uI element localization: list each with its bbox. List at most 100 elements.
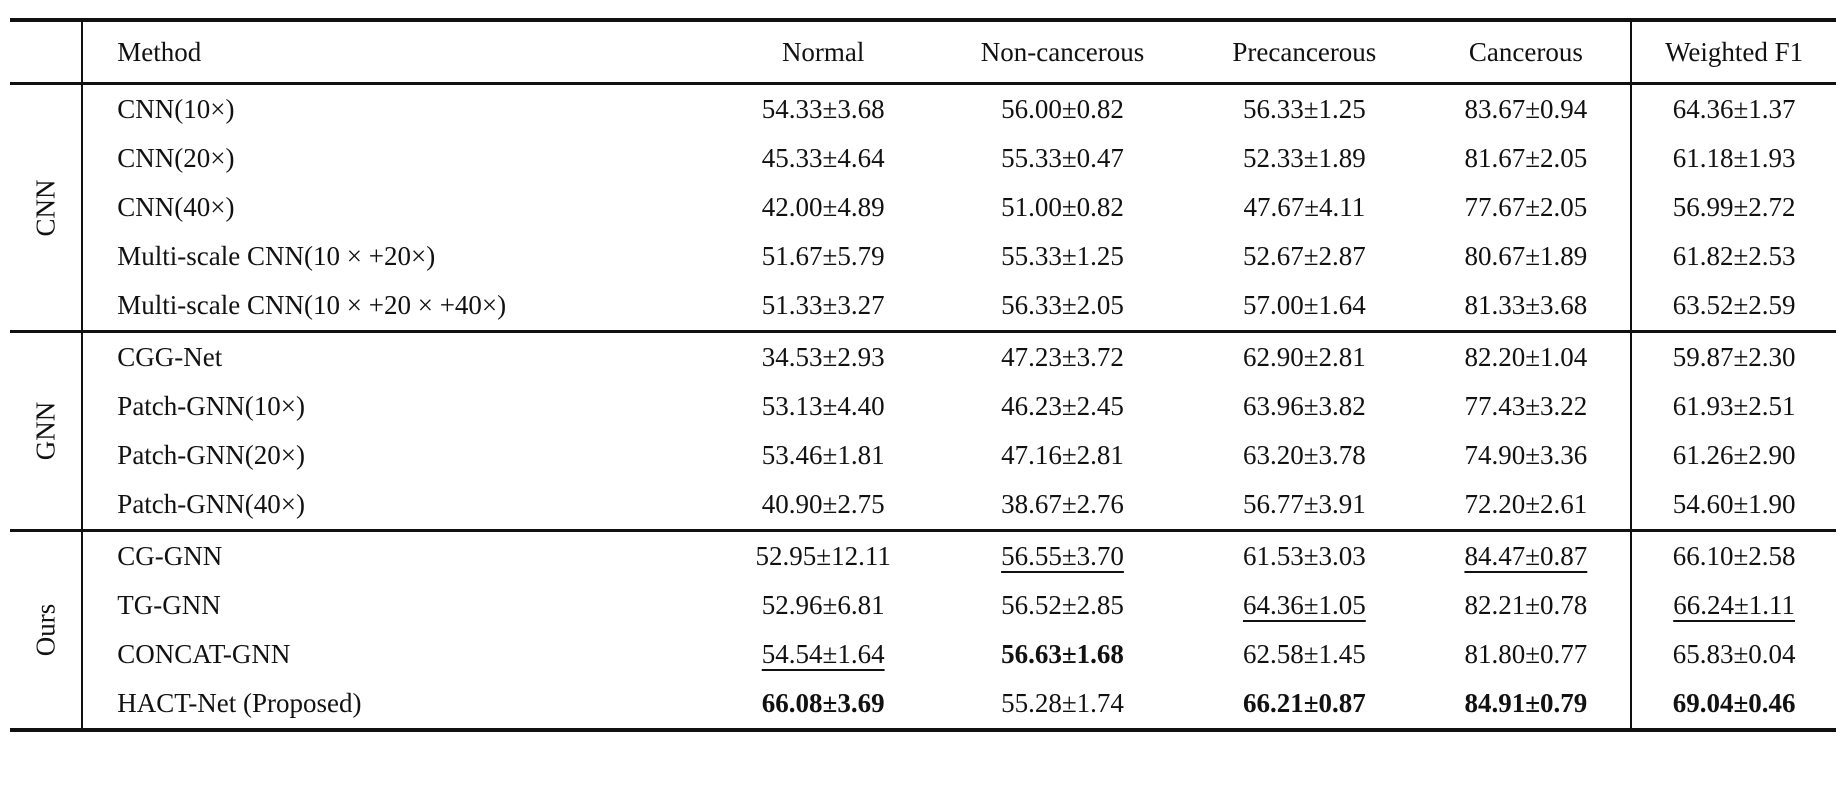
value-cell-non-cancerous: 56.63±1.68	[938, 630, 1188, 679]
value-text: 61.82±2.53	[1672, 241, 1796, 271]
value-cell-weighted-f1: 63.52±2.59	[1630, 281, 1836, 332]
value-cell-non-cancerous: 46.23±2.45	[938, 382, 1188, 431]
value-cell-normal: 42.00±4.89	[709, 183, 938, 232]
method-cell: CNN(20×)	[81, 134, 709, 183]
group-label: Ours	[30, 603, 61, 657]
value-text: 59.87±2.30	[1672, 342, 1796, 372]
group-label-cell: CNN	[10, 84, 82, 332]
value-text: 77.43±3.22	[1464, 391, 1588, 421]
group-label-cell: GNN	[10, 332, 82, 531]
value-text: 64.36±1.37	[1672, 94, 1796, 124]
value-cell-non-cancerous: 56.33±2.05	[938, 281, 1188, 332]
value-text: 80.67±1.89	[1464, 241, 1588, 271]
value-text: 77.67±2.05	[1464, 192, 1588, 222]
value-text: 63.20±3.78	[1242, 440, 1366, 470]
value-cell-non-cancerous: 56.55±3.70	[938, 531, 1188, 582]
value-text: 45.33±4.64	[761, 143, 885, 173]
header-non-cancerous: Non-cancerous	[980, 36, 1145, 67]
value-cell-weighted-f1: 61.26±2.90	[1630, 431, 1836, 480]
value-cell-precancerous: 63.96±3.82	[1187, 382, 1421, 431]
value-text: 65.83±0.04	[1672, 639, 1796, 669]
value-text: 47.67±4.11	[1243, 192, 1366, 222]
value-text: 52.67±2.87	[1242, 241, 1366, 271]
value-text: 47.23±3.72	[1001, 342, 1124, 372]
value-text: 56.33±1.25	[1242, 94, 1366, 124]
value-cell-weighted-f1: 61.82±2.53	[1630, 232, 1836, 281]
value-cell-normal: 54.54±1.64	[709, 630, 938, 679]
value-text: 40.90±2.75	[761, 489, 885, 519]
value-cell-cancerous: 77.67±2.05	[1421, 183, 1631, 232]
value-cell-precancerous: 64.36±1.05	[1187, 581, 1421, 630]
value-cell-precancerous: 52.67±2.87	[1187, 232, 1421, 281]
value-cell-cancerous: 84.47±0.87	[1421, 531, 1631, 582]
value-text: 56.52±2.85	[1001, 590, 1124, 620]
value-cell-precancerous: 63.20±3.78	[1187, 431, 1421, 480]
value-text: 46.23±2.45	[1001, 391, 1124, 421]
value-text: 66.10±2.58	[1672, 541, 1796, 571]
value-text: 61.53±3.03	[1242, 541, 1366, 571]
value-text: 54.54±1.64	[761, 639, 885, 669]
method-cell: CGG-Net	[81, 331, 709, 382]
value-text: 56.55±3.70	[1001, 541, 1124, 571]
value-cell-weighted-f1: 61.18±1.93	[1630, 134, 1836, 183]
value-text: 56.77±3.91	[1242, 489, 1366, 519]
table-row: Patch-GNN(40×) 40.90±2.75 38.67±2.76 56.77±…	[10, 480, 1836, 531]
value-cell-cancerous: 72.20±2.61	[1421, 480, 1631, 531]
method-cell: Multi-scale CNN(10 × +20×)	[81, 232, 709, 281]
value-cell-precancerous: 56.33±1.25	[1187, 84, 1421, 135]
value-text: 53.46±1.81	[761, 440, 885, 470]
table-row: Ours CG-GNN 52.95±12.11 56.55±3.70 61.53±3.0…	[10, 530, 1836, 656]
value-text: 81.33±3.68	[1464, 290, 1588, 320]
method-cell: CG-GNN	[81, 530, 709, 581]
value-cell-normal: 54.33±3.68	[709, 84, 938, 135]
value-text: 42.00±4.89	[761, 192, 885, 222]
value-cell-cancerous: 81.80±0.77	[1421, 630, 1631, 679]
value-cell-cancerous: 80.67±1.89	[1421, 232, 1631, 281]
value-text: 61.18±1.93	[1672, 143, 1796, 173]
method-cell: HACT-Net (Proposed)	[81, 679, 709, 730]
value-cell-non-cancerous: 47.23±3.72	[938, 332, 1188, 383]
value-cell-normal: 53.46±1.81	[709, 431, 938, 480]
group-label-cell: Ours	[10, 531, 82, 731]
value-text: 55.33±0.47	[1001, 143, 1124, 173]
header-cancerous: Cancerous	[1468, 36, 1583, 67]
value-text: 51.33±3.27	[761, 290, 885, 320]
value-cell-non-cancerous: 56.00±0.82	[938, 84, 1188, 135]
header-method: Method	[81, 20, 709, 84]
value-cell-non-cancerous: 38.67±2.76	[938, 480, 1188, 531]
value-text: 56.99±2.72	[1672, 192, 1796, 222]
table-row: Multi-scale CNN(10 × +20×) 51.67±5.79 55.3…	[10, 232, 1836, 281]
value-text: 54.33±3.68	[761, 94, 885, 124]
value-cell-weighted-f1: 61.93±2.51	[1630, 382, 1836, 431]
table-row: CNN CNN(10×) 54.33±3.68 56.00±0.82 56.33±1.2…	[10, 83, 1836, 236]
value-cell-weighted-f1: 65.83±0.04	[1630, 630, 1836, 679]
value-text: 54.60±1.90	[1672, 489, 1796, 519]
value-text: 81.67±2.05	[1464, 143, 1588, 173]
value-text: 52.33±1.89	[1242, 143, 1366, 173]
value-cell-weighted-f1: 54.60±1.90	[1630, 480, 1836, 531]
value-cell-weighted-f1: 56.99±2.72	[1630, 183, 1836, 232]
value-cell-cancerous: 81.33±3.68	[1421, 281, 1631, 332]
value-text: 69.04±0.46	[1672, 688, 1796, 718]
header-precancerous: Precancerous	[1232, 36, 1377, 67]
value-cell-precancerous: 62.90±2.81	[1187, 332, 1421, 383]
method-cell: CONCAT-GNN	[81, 630, 709, 679]
table-row: Patch-GNN(10×) 53.13±4.40 46.23±2.45 63.96±…	[10, 382, 1836, 431]
table-row: Multi-scale CNN(10 × +20 × +40×) 51.33±3.…	[10, 281, 1836, 332]
header-row: Method Normal Non-cancerous Precancerous…	[10, 20, 1836, 84]
value-text: 56.63±1.68	[1001, 639, 1124, 669]
value-cell-normal: 52.95±12.11	[709, 531, 938, 582]
table-row: CNN(20×) 45.33±4.64 55.33±0.47 52.33±1.89 81…	[10, 134, 1836, 183]
value-text: 55.33±1.25	[1001, 241, 1124, 271]
value-cell-normal: 51.67±5.79	[709, 232, 938, 281]
value-text: 52.96±6.81	[761, 590, 885, 620]
value-text: 57.00±1.64	[1242, 290, 1366, 320]
value-text: 74.90±3.36	[1464, 440, 1588, 470]
table-row: GNN CGG-Net 34.53±2.93 47.23±3.72 62.90±2.81…	[10, 331, 1836, 460]
value-cell-cancerous: 83.67±0.94	[1421, 84, 1631, 135]
method-cell: Patch-GNN(10×)	[81, 382, 709, 431]
method-cell: Patch-GNN(40×)	[81, 480, 709, 531]
table-row: HACT-Net (Proposed) 66.08±3.69 55.28±1.74 6…	[10, 679, 1836, 730]
value-cell-precancerous: 61.53±3.03	[1187, 531, 1421, 582]
table-body: CNN CNN(10×) 54.33±3.68 56.00±0.82 56.33±1.2…	[10, 83, 1836, 730]
